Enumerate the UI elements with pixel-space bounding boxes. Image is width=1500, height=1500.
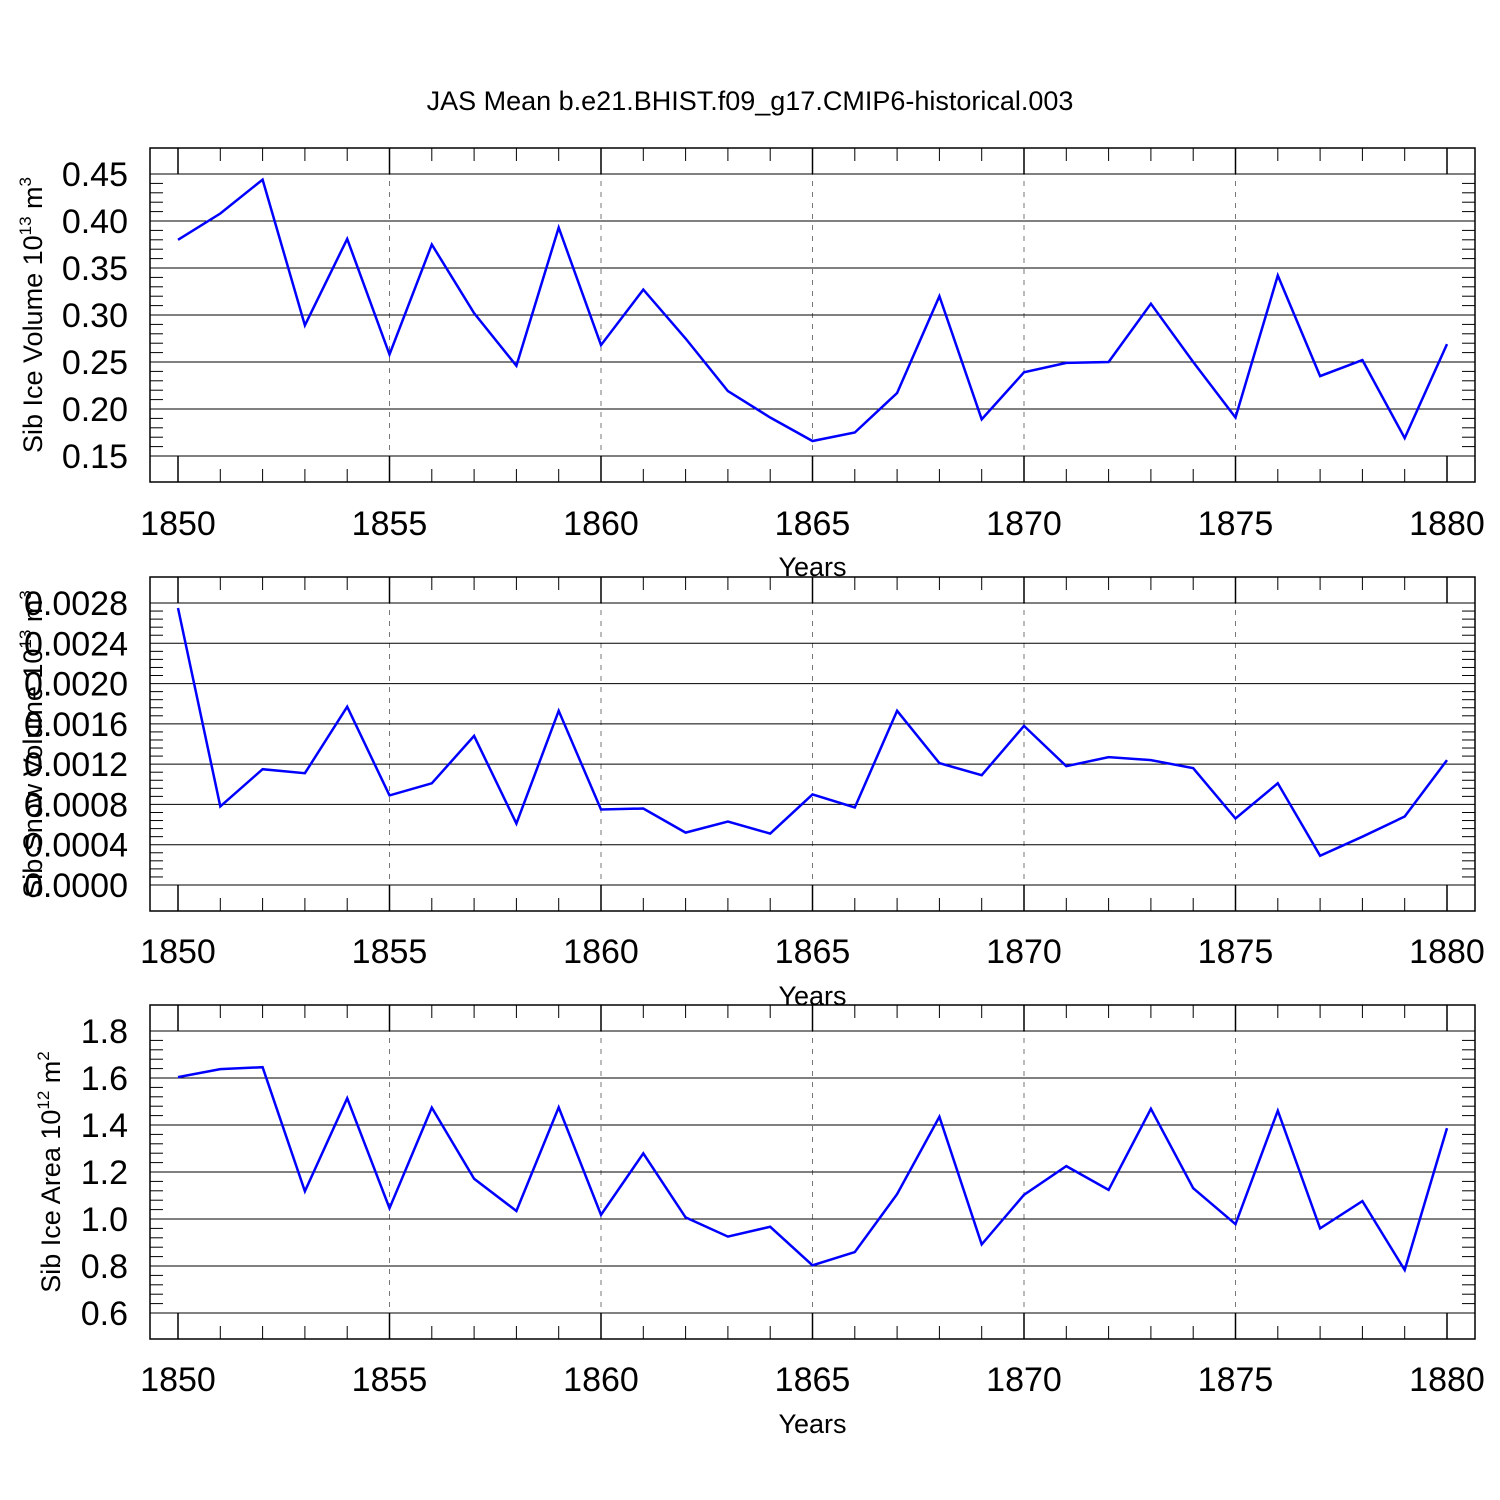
chart-panel-3: 0.6 0.8 1.0 1.2 1.4 1.6 1.8 1850 1855 1860 1865 187…	[34, 1004, 1485, 1439]
y-tick-label: 0.0008	[24, 786, 128, 824]
x-tick-label: 1880	[1409, 1361, 1485, 1399]
x-tick-label: 1875	[1198, 933, 1274, 971]
y-tick-label: 0.35	[62, 250, 128, 288]
x-axis-label: Years	[778, 1409, 846, 1439]
y-tick-label: 0.30	[62, 297, 128, 335]
x-tick-label: 1850	[140, 1361, 216, 1399]
y-axis-label: Sib Ice Area 1012 m2	[34, 1051, 66, 1293]
y-tick-label: 1.6	[81, 1060, 128, 1098]
chart-title: JAS Mean b.e21.BHIST.f09_g17.CMIP6-histo…	[427, 86, 1074, 116]
x-tick-label: 1870	[986, 933, 1062, 971]
y-tick-label: 0.0000	[24, 867, 128, 905]
x-tick-label: 1850	[140, 505, 216, 543]
x-tick-label: 1855	[352, 505, 428, 543]
y-tick-label: 0.0016	[24, 706, 128, 744]
x-tick-label: 1855	[352, 1361, 428, 1399]
y-tick-label: 1.0	[81, 1201, 128, 1239]
y-tick-label: 1.8	[81, 1013, 128, 1051]
x-tick-label: 1880	[1409, 505, 1485, 543]
x-tick-label: 1850	[140, 933, 216, 971]
y-tick-label: 0.8	[81, 1248, 128, 1286]
x-tick-label: 1865	[775, 1361, 851, 1399]
y-tick-label: 0.20	[62, 391, 128, 429]
y-tick-label: 0.0012	[24, 746, 128, 784]
y-tick-label: 0.0004	[24, 827, 128, 865]
x-tick-label: 1870	[986, 1361, 1062, 1399]
y-tick-label: 1.4	[81, 1107, 128, 1145]
x-tick-label: 1875	[1198, 505, 1274, 543]
series-line-2	[176, 607, 1448, 858]
y-tick-label: 0.25	[62, 344, 128, 382]
x-tick-label: 1865	[775, 933, 851, 971]
y-tick-label: 1.2	[81, 1154, 128, 1192]
y-tick-label: 0.15	[62, 438, 128, 476]
y-tick-label: 0.0028	[24, 585, 128, 623]
series-line-3	[177, 1065, 1449, 1274]
panels: 0.15 0.20 0.25 0.30 0.35 0.40 0.45 1850 1855 1860…	[16, 147, 1485, 1439]
x-tick-label: 1860	[563, 933, 639, 971]
x-tick-label: 1855	[352, 933, 428, 971]
y-axis-label: Sib Ice Volume 1013 m3	[16, 177, 48, 453]
chart-panel-1: 0.15 0.20 0.25 0.30 0.35 0.40 0.45 1850 1855 1860…	[16, 147, 1485, 582]
y-tick-label: 0.6	[81, 1295, 128, 1333]
x-tick-label: 1880	[1409, 933, 1485, 971]
y-tick-label: 0.0020	[24, 666, 128, 704]
y-tick-label: 0.40	[62, 203, 128, 241]
y-tick-label: 0.0024	[24, 625, 128, 663]
y-axis-label: Sib Snow Volume 1013 m3	[16, 590, 48, 898]
x-tick-label: 1865	[775, 505, 851, 543]
x-tick-label: 1860	[563, 505, 639, 543]
x-tick-label: 1870	[986, 505, 1062, 543]
x-tick-label: 1860	[563, 1361, 639, 1399]
x-tick-label: 1875	[1198, 1361, 1274, 1399]
series-line-1	[177, 177, 1449, 443]
y-tick-label: 0.45	[62, 156, 128, 194]
chart-panel-2: 0.00000.00040.00080.00120.00160.00200.00…	[16, 576, 1485, 1011]
